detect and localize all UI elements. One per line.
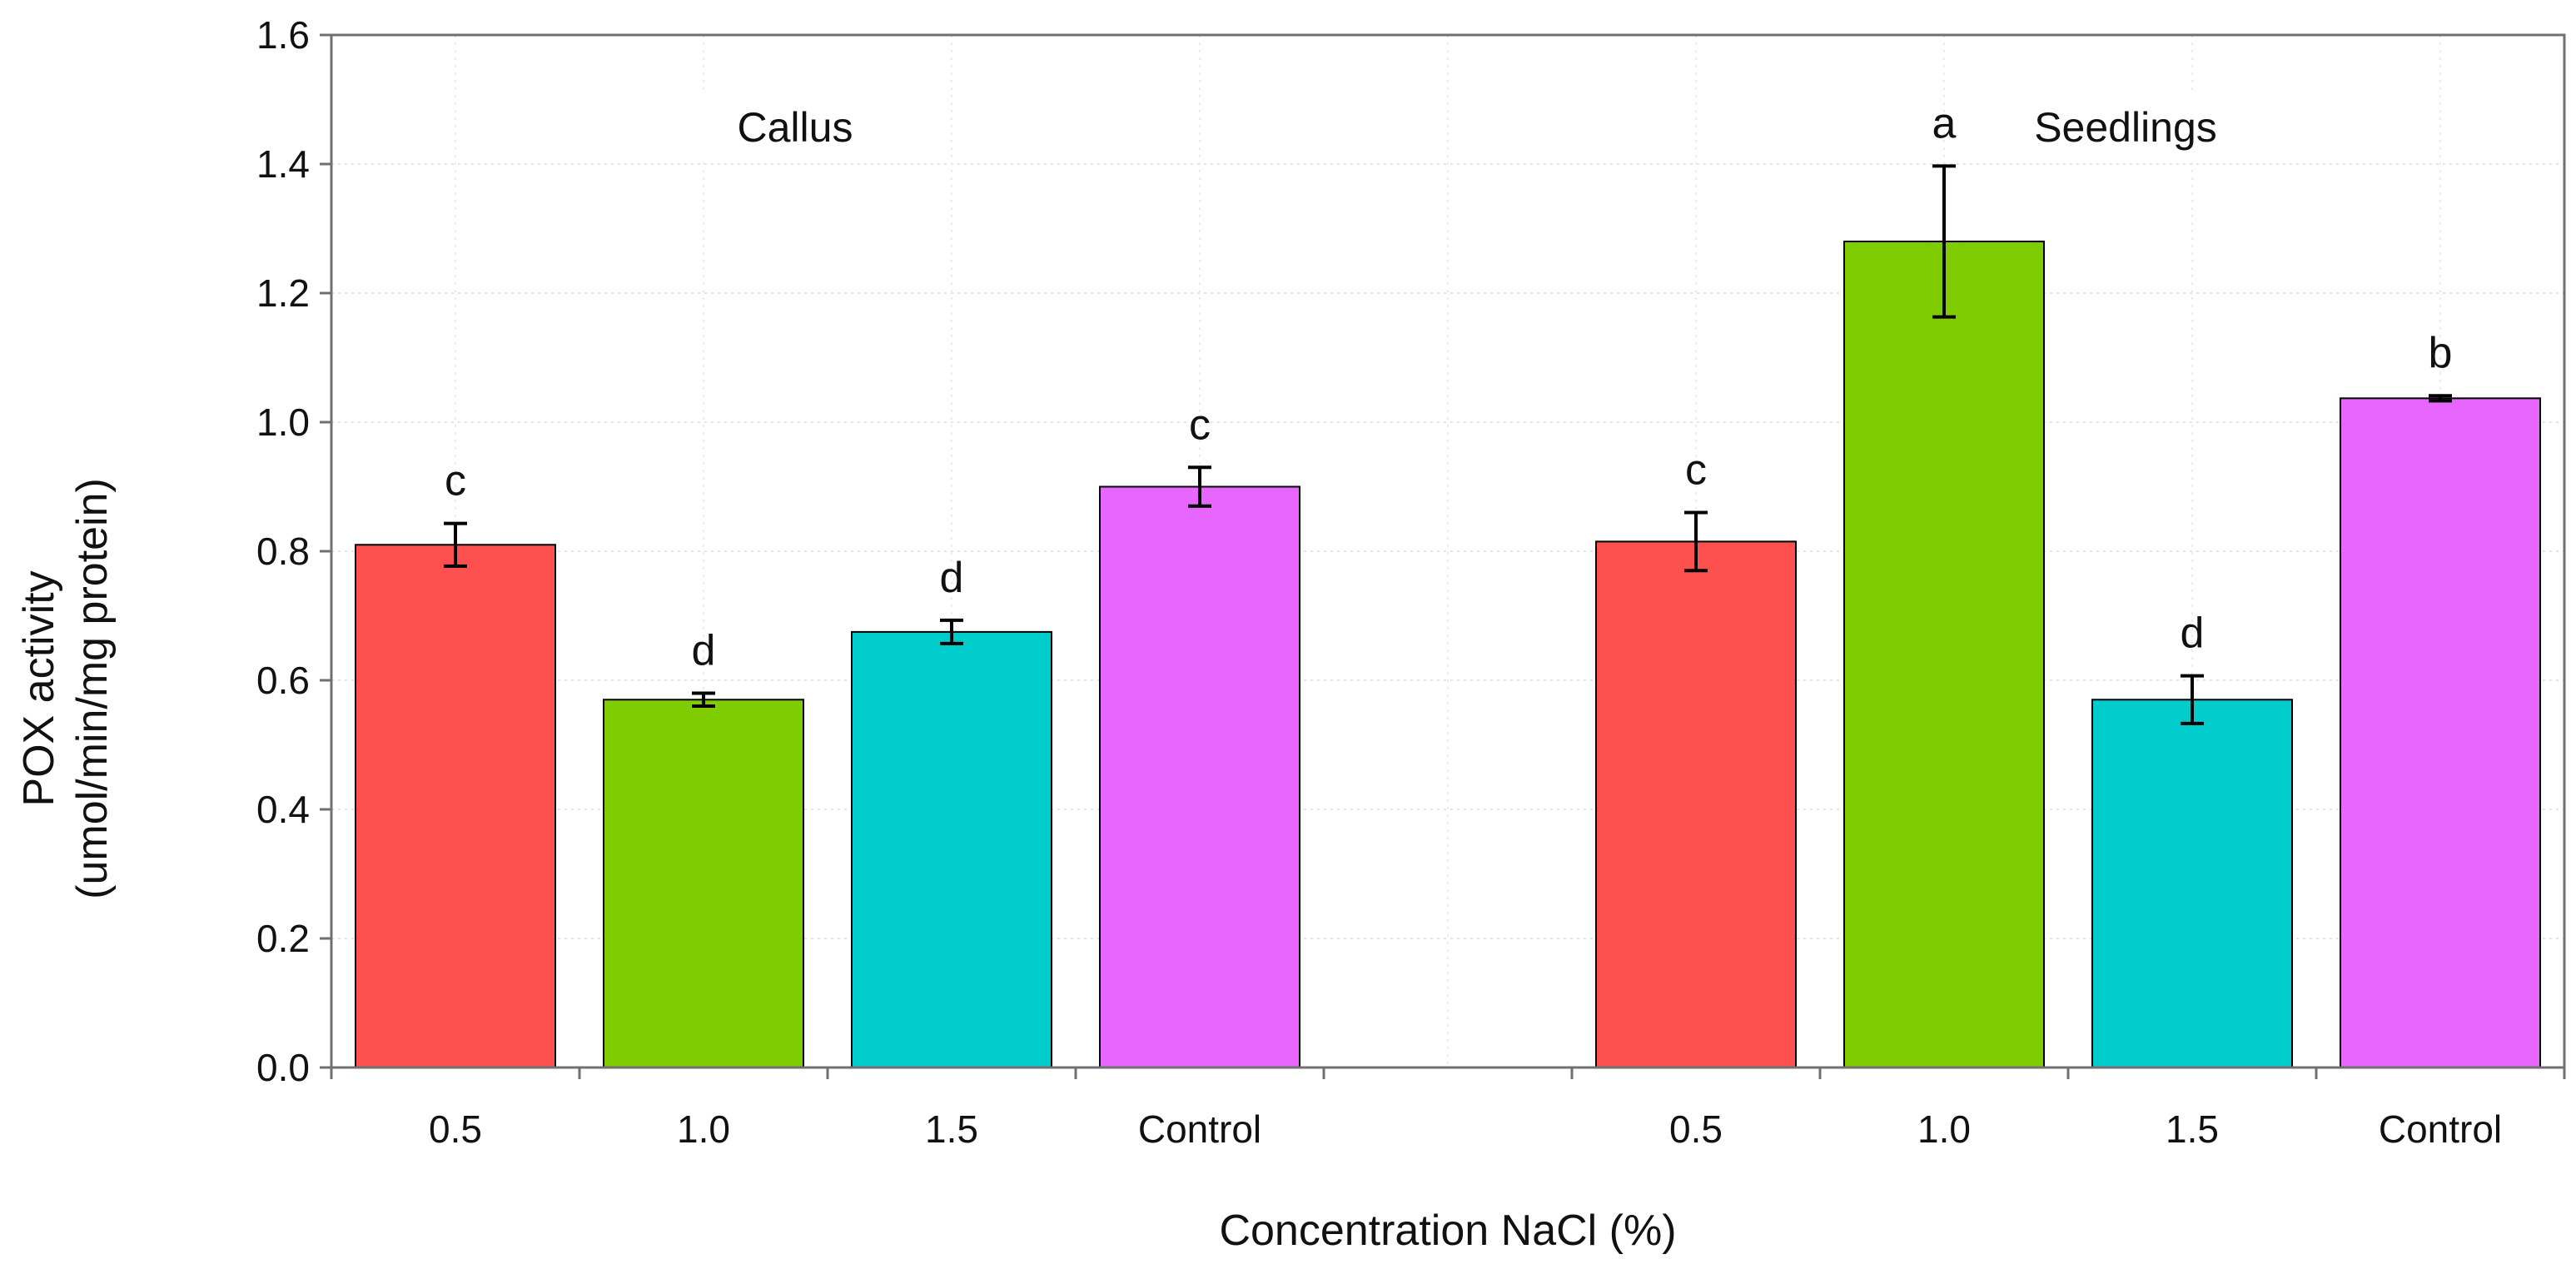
bar-callus-1.0 [603,699,804,1068]
significance-letter: d [2181,610,2205,658]
significance-letter: c [1685,446,1707,495]
y-tick-label: 1.4 [256,142,310,186]
y-tick-label: 1.0 [256,401,310,444]
y-tick-label: 0.2 [256,917,310,960]
y-tick-label: 0.8 [256,530,310,573]
x-category-label: 1.5 [2166,1107,2219,1151]
y-tick-label: 0.0 [256,1046,310,1089]
bar-callus-1.5 [851,630,1052,1068]
y-tick-label: 0.4 [256,788,310,831]
bar-callus-control [1099,485,1300,1068]
y-tick-label: 0.6 [256,659,310,702]
y-axis-title-line2: (umol/min/mg protein) [68,478,117,899]
x-category-label: 0.5 [429,1107,482,1151]
bar-callus-0.5 [355,544,556,1068]
x-category-label: Control [2379,1107,2502,1151]
group-label-callus: Callus [738,104,853,151]
group-label-bg [662,92,928,162]
bars-layer [355,164,2541,1068]
x-category-label: 0.5 [1669,1107,1723,1151]
y-axis-title-line1: POX activity [15,570,63,806]
significance-letter: d [940,554,964,602]
x-axis-title: Concentration NaCl (%) [1219,1207,1676,1255]
plot-frame [330,33,2566,1069]
y-tick-label: 1.2 [256,271,310,315]
axes-layer [320,33,2566,1079]
bar-seedlings-1.5 [2091,699,2293,1068]
x-category-label: Control [1138,1107,1261,1151]
x-category-label: 1.0 [1917,1107,1971,1151]
group-label-bg [1992,92,2259,162]
bar-seedlings-1.0 [1843,241,2045,1068]
bar-seedlings-0.5 [1595,540,1797,1068]
bar-seedlings-control [2340,397,2541,1068]
significance-letter: c [445,457,466,505]
significance-letter: d [692,627,716,675]
labels-layer: 0.0 0.2 0.4 0.6 0.8 1.0 1.2 1.4 1.6 c 0.5 d 1.0 d 1.5 c… [256,13,2502,1151]
significance-letter: a [1932,99,1957,147]
group-label-seedlings: Seedlings [2034,104,2217,151]
significance-letter: b [2429,329,2453,377]
significance-letter: c [1189,401,1211,449]
x-category-label: 1.0 [677,1107,730,1151]
x-category-label: 1.5 [925,1107,978,1151]
y-tick-label: 1.6 [256,13,310,57]
